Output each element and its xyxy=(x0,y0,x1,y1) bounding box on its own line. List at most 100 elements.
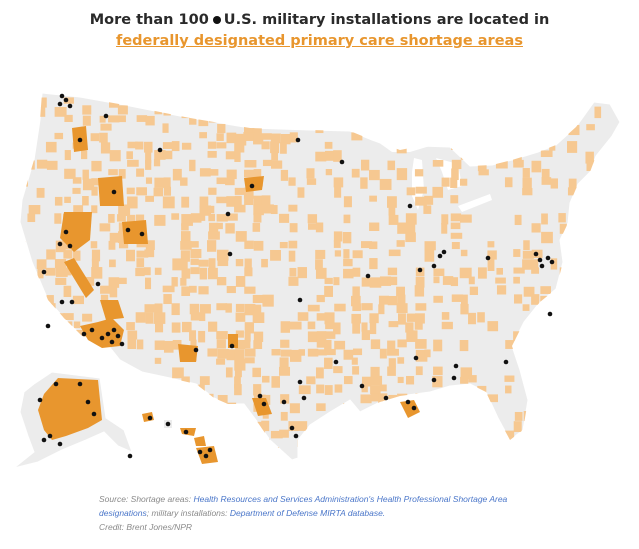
county-cell xyxy=(586,339,595,347)
county-cell xyxy=(378,295,390,305)
county-cell xyxy=(244,286,256,294)
county-cell xyxy=(81,150,88,160)
county-cell xyxy=(109,232,122,243)
county-cell xyxy=(117,214,126,222)
mirta-link[interactable]: Department of Defense MIRTA database. xyxy=(229,508,386,518)
county-cell xyxy=(621,349,629,359)
county-cell xyxy=(379,123,389,131)
county-cell xyxy=(243,187,254,199)
county-cell xyxy=(225,303,232,313)
county-cell xyxy=(396,303,408,314)
county-cell xyxy=(523,457,534,460)
county-cell xyxy=(261,195,271,207)
county-cell xyxy=(234,384,242,396)
county-cell xyxy=(127,159,139,167)
county-cell xyxy=(270,430,283,439)
county-cell xyxy=(477,312,485,323)
county-cell xyxy=(469,286,479,295)
county-cell xyxy=(442,276,454,285)
shortage-area-n-nevada xyxy=(60,212,92,252)
county-cell xyxy=(558,385,566,397)
county-cell xyxy=(531,294,540,305)
county-cell xyxy=(352,420,361,432)
county-cell xyxy=(567,439,579,451)
county-cell xyxy=(199,312,206,322)
county-cell xyxy=(136,187,147,196)
county-cell xyxy=(126,151,133,160)
county-cell xyxy=(261,133,272,140)
county-cell xyxy=(325,168,333,176)
installation-dot xyxy=(411,405,417,411)
county-cell xyxy=(145,448,153,456)
county-cell xyxy=(234,187,246,195)
county-cell xyxy=(505,114,512,121)
shortage-area-se-oregon xyxy=(98,176,124,206)
county-cell xyxy=(351,357,358,365)
county-cell xyxy=(144,141,153,153)
county-cell xyxy=(199,304,211,314)
county-cell xyxy=(541,168,550,178)
county-cell xyxy=(306,168,315,179)
county-cell xyxy=(379,421,390,433)
county-cell xyxy=(432,159,444,167)
county-cell xyxy=(522,304,530,311)
county-cell xyxy=(208,169,219,176)
county-cell xyxy=(468,141,479,148)
county-cell xyxy=(396,240,405,247)
county-cell xyxy=(405,232,416,243)
county-cell xyxy=(406,124,417,135)
installation-dot xyxy=(99,335,105,341)
installation-dot xyxy=(547,311,553,317)
county-cell xyxy=(361,322,368,332)
hrsa-link[interactable]: Health Resources and Services Administra… xyxy=(99,494,508,518)
county-cell xyxy=(198,286,209,295)
county-cell xyxy=(315,123,324,134)
county-cell xyxy=(585,151,594,164)
installation-dot xyxy=(257,393,263,399)
installation-dot xyxy=(57,241,63,247)
county-cell xyxy=(271,349,281,356)
installation-dot xyxy=(41,269,47,275)
county-cell xyxy=(270,249,281,261)
county-cell xyxy=(46,295,54,305)
county-cell xyxy=(478,169,489,176)
county-cell xyxy=(198,403,210,411)
county-cell xyxy=(253,204,264,216)
county-cell xyxy=(208,321,218,332)
county-cell xyxy=(244,258,252,269)
county-cell xyxy=(513,276,520,284)
county-cell xyxy=(63,330,73,341)
installation-dot xyxy=(537,257,543,263)
county-cell xyxy=(172,258,184,271)
county-cell xyxy=(154,321,164,333)
installation-dot xyxy=(45,323,51,329)
county-cell xyxy=(568,178,577,189)
county-cell xyxy=(109,259,116,268)
county-cell xyxy=(100,285,112,294)
installation-dot xyxy=(91,411,97,417)
county-cell xyxy=(441,214,449,225)
county-cell xyxy=(225,412,238,420)
county-cell xyxy=(567,187,580,196)
county-cell xyxy=(46,160,58,170)
installation-dot xyxy=(417,267,423,273)
county-cell xyxy=(405,322,414,333)
county-cell xyxy=(604,205,617,216)
county-cell xyxy=(361,384,368,393)
county-cell xyxy=(405,213,417,225)
county-cell xyxy=(171,429,182,440)
county-cell xyxy=(369,457,381,460)
county-cell xyxy=(225,223,235,234)
county-cell xyxy=(189,115,197,125)
county-cell xyxy=(532,124,543,137)
county-cell xyxy=(468,276,475,285)
installation-dot xyxy=(59,93,65,99)
county-cell xyxy=(567,340,575,348)
shortage-areas-link[interactable]: federally designated primary care shorta… xyxy=(116,33,523,49)
county-cell xyxy=(559,223,567,234)
county-cell xyxy=(181,142,192,150)
county-cell xyxy=(91,178,103,186)
county-cell xyxy=(144,304,155,313)
county-cell xyxy=(180,231,191,242)
installation-dot xyxy=(301,395,307,401)
